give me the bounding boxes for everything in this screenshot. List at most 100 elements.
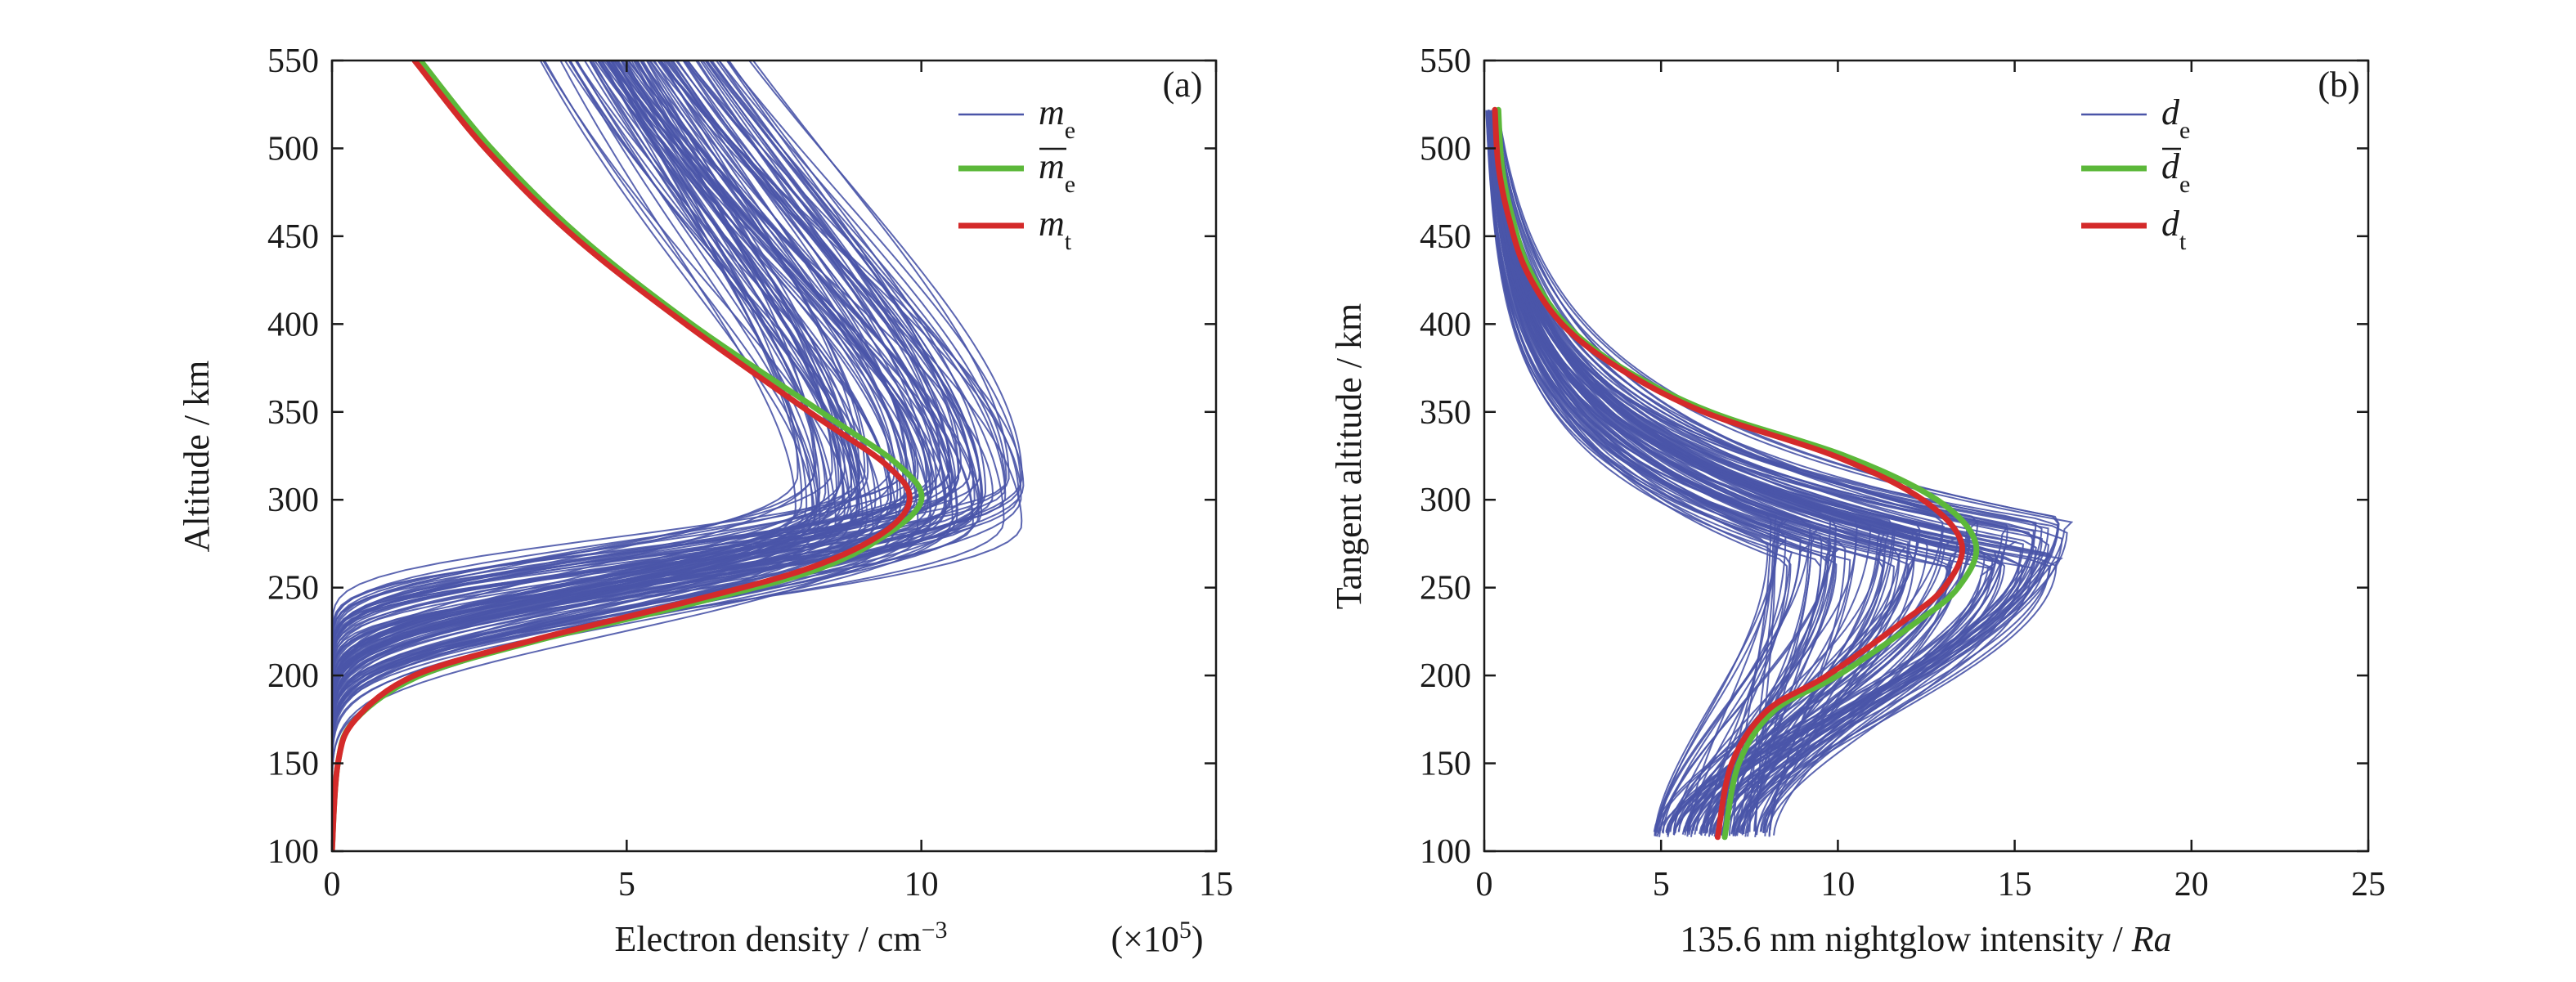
ensemble-curve [332,61,905,851]
ensemble-curve [332,61,837,851]
x-axis-label-text: 135.6 nm nightglow intensity / [1680,919,2131,959]
ensemble-curve [332,61,946,851]
ensemble-curve [332,61,868,851]
ensemble-curve [332,61,953,851]
x-tick-label: 10 [1820,866,1855,904]
y-axis-label: Altitude / km [177,361,217,553]
y-tick-label: 300 [267,482,319,519]
x-axis-multiplier-exponent: 5 [1179,917,1192,944]
ensemble-curve [332,61,797,851]
ensemble-curve [332,61,994,851]
legend-symbol: m [1039,92,1065,132]
x-tick-label: 0 [324,866,341,904]
y-tick-label: 200 [267,657,319,695]
panel-label: (b) [2318,65,2359,105]
x-axis-label: 135.6 nm nightglow intensity / Ra [1680,919,2171,959]
ensemble-curve [332,61,814,851]
legend-symbol: m [1039,146,1065,186]
panel-b: 0 5 10 15 20 25 100 150 200 250 300 350 400 450 500 550… [1329,43,2385,959]
legend-symbol: d [2161,146,2180,186]
panel-a: 0 5 10 15 100 150 200 250 300 350 400 450 500 550 (a)… [177,43,1233,959]
axis-ticks: 0 5 10 15 100 150 200 250 300 350 400 450 500 550 [267,43,1233,904]
ensemble-curve [1487,113,1890,837]
legend-subscript: t [2179,228,2187,255]
y-tick-label: 100 [1420,833,1471,871]
series-lines [1492,106,1980,841]
x-axis-multiplier-pre: (×10 [1111,919,1178,959]
ensemble-curve [332,61,893,851]
x-axis-multiplier: (×105) [1111,917,1203,960]
ensemble-curve [332,61,842,851]
ensemble-curve [1497,111,1970,836]
x-tick-label: 0 [1476,866,1493,904]
ensemble-curve [1488,112,1790,836]
y-tick-label: 100 [267,833,319,871]
y-tick-label: 250 [267,570,319,608]
ensemble-curves [332,61,1025,851]
plot-frame [1483,59,2370,853]
ensemble-curve [332,61,821,851]
legend-label: me [1039,146,1075,198]
ensemble-curve [332,61,915,851]
y-tick-label: 150 [267,746,319,783]
ensemble-curve [332,61,928,851]
ensemble-curve [332,61,919,851]
y-tick-label: 350 [1420,394,1471,432]
x-axis-label-exponent: −3 [922,917,948,944]
ensemble-curve [332,61,833,851]
truth-line [1492,106,1966,841]
legend-symbol: d [2161,92,2180,132]
axis-ticks: 0 5 10 15 20 25 100 150 200 250 300 350 400 450 500 550 [1420,43,2385,904]
series-lines [332,61,925,851]
ensemble-curve [332,61,918,851]
ensemble-curve [332,61,859,851]
x-axis-label-unit: Ra [2131,919,2172,959]
ensemble-curve [1488,112,2053,837]
x-tick-label: 15 [1998,866,2032,904]
legend-symbol: m [1039,204,1065,244]
legend-subscript: e [1065,171,1075,198]
ensemble-curve [332,61,850,851]
y-tick-label: 400 [1420,306,1471,343]
ensemble-curve [332,61,898,851]
ensemble-curve [332,61,1007,851]
x-tick-label: 15 [1199,866,1233,904]
ensemble-curve [332,61,803,851]
ensemble-curve [332,61,818,851]
x-tick-label: 25 [2351,866,2385,904]
ensemble-curve [1487,110,2043,835]
ensemble-curve [332,61,983,851]
y-tick-label: 500 [1420,130,1471,168]
mean-line [1495,106,1980,841]
ensemble-curve [1488,115,1787,833]
x-axis-label-text: Electron density / cm [614,919,921,959]
x-tick-label: 20 [2174,866,2209,904]
y-axis-label: Tangent altitude / km [1329,303,1369,610]
ensemble-curve [332,61,917,851]
legend-label: de [2161,92,2190,144]
ensemble-curve [332,61,815,851]
y-tick-label: 450 [1420,218,1471,256]
y-tick-label: 250 [1420,570,1471,608]
y-tick-label: 450 [267,218,319,256]
ensemble-curve [1491,114,1997,832]
ensemble-curve [332,61,932,851]
y-tick-label: 150 [1420,746,1471,783]
ensemble-curve [332,61,908,851]
legend-subscript: e [2179,117,2190,144]
y-tick-label: 200 [1420,657,1471,695]
ensemble-curve [332,61,840,851]
legend-label: me [1039,92,1075,144]
ensemble-curve [332,61,972,851]
panel-label: (a) [1163,65,1203,105]
ensemble-curve [332,61,1020,851]
legend-subscript: t [1065,228,1072,255]
ensemble-curve [332,61,907,851]
y-tick-label: 400 [267,306,319,343]
ensemble-curve [332,61,1005,851]
ensemble-curve [332,61,932,851]
legend-label: mt [1039,204,1072,255]
ensemble-curve [332,61,980,851]
